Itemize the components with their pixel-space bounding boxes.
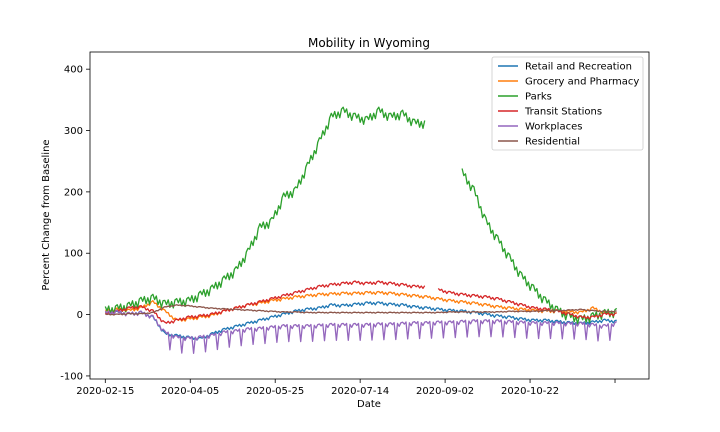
x-axis-label: Date [357,399,381,410]
y-tick-label: 200 [64,187,83,198]
y-tick-label: 300 [64,126,83,137]
legend-label: Parks [525,92,552,103]
legend-box [491,56,644,151]
series-line-3 [104,280,617,325]
y-tick-label: 400 [64,65,83,76]
x-tick-label: 2020-09-02 [416,386,474,397]
x-tick-label: 2020-10-22 [501,386,559,397]
legend-label: Transit Stations [524,107,602,118]
legend-label: Residential [525,137,580,148]
legend-items: Retail and Recreation Grocery and Pharmac… [498,62,639,148]
x-tick-label: 2020-07-14 [331,386,389,397]
legend: Retail and Recreation Grocery and Pharmac… [491,56,644,151]
legend-label: Retail and Recreation [525,62,632,73]
y-tick-label: 0 [77,310,83,321]
legend-label: Grocery and Pharmacy [525,77,639,88]
x-tick-label: 2020-04-05 [161,386,219,397]
y-tick-label: -100 [60,371,83,382]
y-tick-label: 100 [64,249,83,260]
series-line-2 [104,106,618,325]
legend-label: Workplaces [525,122,582,133]
series-line-5 [105,304,617,316]
chart-title: Mobility in Wyoming [308,36,430,50]
plot-frame [89,51,650,380]
series-line-4 [104,309,618,354]
x-tick-label: 2020-02-15 [76,386,134,397]
series-layer [104,106,618,354]
series-line-1 [104,290,617,322]
y-axis-label: Percent Change from Baseline [41,139,52,290]
x-axis: 2020-02-15 2020-04-05 2020-05-25 2020-07-14… [76,379,616,397]
y-axis: -100 0 100 200 300 400 [60,65,90,382]
x-tick-label: 2020-05-25 [246,386,304,397]
